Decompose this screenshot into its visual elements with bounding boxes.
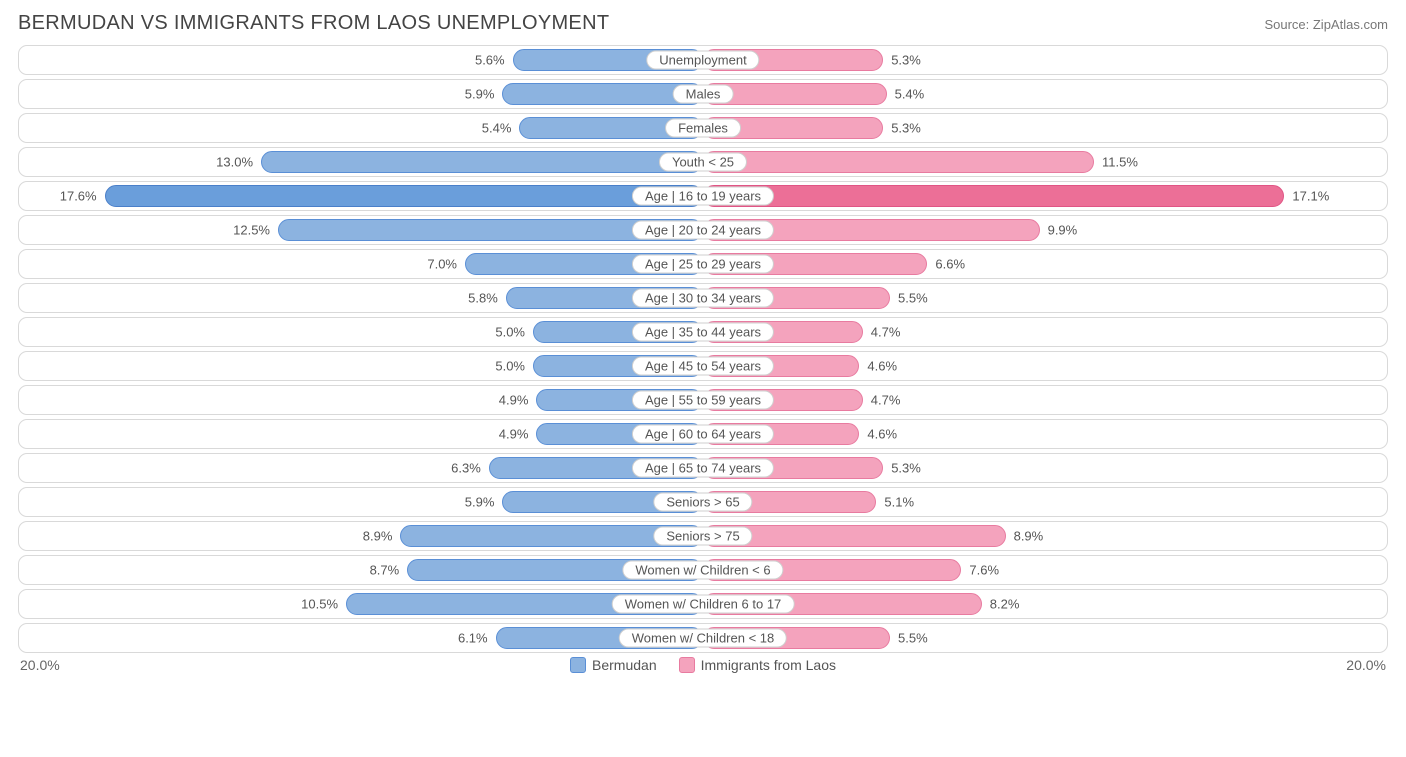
category-label: Women w/ Children < 18	[619, 629, 787, 648]
chart-title: BERMUDAN VS IMMIGRANTS FROM LAOS UNEMPLO…	[18, 12, 609, 35]
category-label: Age | 65 to 74 years	[632, 459, 774, 478]
bar-right	[703, 151, 1094, 173]
category-label: Age | 16 to 19 years	[632, 187, 774, 206]
value-left: 6.3%	[451, 461, 481, 476]
chart-row: 6.3% 5.3% Age | 65 to 74 years	[18, 453, 1388, 483]
category-label: Age | 45 to 54 years	[632, 357, 774, 376]
category-label: Youth < 25	[659, 153, 747, 172]
value-left: 17.6%	[60, 189, 97, 204]
value-left: 5.0%	[495, 325, 525, 340]
category-label: Seniors > 65	[653, 493, 752, 512]
value-right: 6.6%	[935, 257, 965, 272]
value-right: 8.9%	[1014, 529, 1044, 544]
chart-row: 5.8% 5.5% Age | 30 to 34 years	[18, 283, 1388, 313]
chart-row: 12.5% 9.9% Age | 20 to 24 years	[18, 215, 1388, 245]
legend-label-right: Immigrants from Laos	[701, 657, 836, 673]
chart-row: 4.9% 4.6% Age | 60 to 64 years	[18, 419, 1388, 449]
category-label: Unemployment	[646, 51, 759, 70]
value-right: 4.7%	[871, 325, 901, 340]
axis-right-max: 20.0%	[1346, 657, 1386, 673]
value-left: 5.8%	[468, 291, 498, 306]
value-left: 7.0%	[427, 257, 457, 272]
legend-swatch-left	[570, 657, 586, 673]
category-label: Age | 20 to 24 years	[632, 221, 774, 240]
value-left: 8.7%	[370, 563, 400, 578]
chart-row: 10.5% 8.2% Women w/ Children 6 to 17	[18, 589, 1388, 619]
legend-item-laos: Immigrants from Laos	[679, 657, 836, 673]
chart-row: 13.0% 11.5% Youth < 25	[18, 147, 1388, 177]
category-label: Females	[665, 119, 741, 138]
value-right: 11.5%	[1102, 155, 1138, 170]
chart-row: 5.9% 5.1% Seniors > 65	[18, 487, 1388, 517]
value-right: 8.2%	[990, 597, 1020, 612]
bar-right	[703, 185, 1284, 207]
value-right: 5.5%	[898, 631, 928, 646]
chart-row: 7.0% 6.6% Age | 25 to 29 years	[18, 249, 1388, 279]
value-left: 12.5%	[233, 223, 270, 238]
value-left: 13.0%	[216, 155, 253, 170]
axis-left-max: 20.0%	[20, 657, 60, 673]
chart-row: 5.6% 5.3% Unemployment	[18, 45, 1388, 75]
bar-left	[261, 151, 703, 173]
category-label: Age | 30 to 34 years	[632, 289, 774, 308]
legend: Bermudan Immigrants from Laos	[570, 657, 836, 673]
category-label: Women w/ Children 6 to 17	[612, 595, 795, 614]
diverging-bar-chart: 5.6% 5.3% Unemployment 5.9% 5.4% Males 5.4% 5.3…	[18, 45, 1388, 653]
value-left: 5.0%	[495, 359, 525, 374]
value-right: 5.5%	[898, 291, 928, 306]
chart-footer: 20.0% Bermudan Immigrants from Laos 20.0…	[18, 657, 1388, 673]
value-right: 7.6%	[969, 563, 999, 578]
value-left: 6.1%	[458, 631, 488, 646]
category-label: Age | 35 to 44 years	[632, 323, 774, 342]
value-left: 5.9%	[465, 495, 495, 510]
chart-row: 6.1% 5.5% Women w/ Children < 18	[18, 623, 1388, 653]
legend-swatch-right	[679, 657, 695, 673]
value-right: 9.9%	[1048, 223, 1078, 238]
value-right: 5.1%	[884, 495, 914, 510]
value-right: 17.1%	[1292, 189, 1329, 204]
chart-row: 5.0% 4.7% Age | 35 to 44 years	[18, 317, 1388, 347]
category-label: Age | 60 to 64 years	[632, 425, 774, 444]
value-left: 5.9%	[465, 87, 495, 102]
legend-item-bermudan: Bermudan	[570, 657, 657, 673]
value-right: 5.3%	[891, 53, 921, 68]
chart-container: BERMUDAN VS IMMIGRANTS FROM LAOS UNEMPLO…	[0, 0, 1406, 681]
value-right: 4.6%	[867, 427, 897, 442]
header: BERMUDAN VS IMMIGRANTS FROM LAOS UNEMPLO…	[18, 12, 1388, 35]
chart-row: 5.0% 4.6% Age | 45 to 54 years	[18, 351, 1388, 381]
category-label: Age | 55 to 59 years	[632, 391, 774, 410]
chart-row: 8.7% 7.6% Women w/ Children < 6	[18, 555, 1388, 585]
category-label: Women w/ Children < 6	[622, 561, 783, 580]
category-label: Males	[673, 85, 734, 104]
chart-row: 4.9% 4.7% Age | 55 to 59 years	[18, 385, 1388, 415]
value-left: 4.9%	[499, 393, 529, 408]
value-left: 4.9%	[499, 427, 529, 442]
bar-left	[105, 185, 703, 207]
value-left: 5.6%	[475, 53, 505, 68]
category-label: Age | 25 to 29 years	[632, 255, 774, 274]
chart-row: 17.6% 17.1% Age | 16 to 19 years	[18, 181, 1388, 211]
value-right: 5.3%	[891, 461, 921, 476]
value-left: 10.5%	[301, 597, 338, 612]
value-left: 8.9%	[363, 529, 393, 544]
value-right: 5.4%	[895, 87, 925, 102]
source-attribution: Source: ZipAtlas.com	[1264, 17, 1388, 32]
chart-row: 5.9% 5.4% Males	[18, 79, 1388, 109]
value-right: 5.3%	[891, 121, 921, 136]
category-label: Seniors > 75	[653, 527, 752, 546]
chart-row: 5.4% 5.3% Females	[18, 113, 1388, 143]
value-right: 4.7%	[871, 393, 901, 408]
value-left: 5.4%	[482, 121, 512, 136]
chart-row: 8.9% 8.9% Seniors > 75	[18, 521, 1388, 551]
value-right: 4.6%	[867, 359, 897, 374]
legend-label-left: Bermudan	[592, 657, 657, 673]
